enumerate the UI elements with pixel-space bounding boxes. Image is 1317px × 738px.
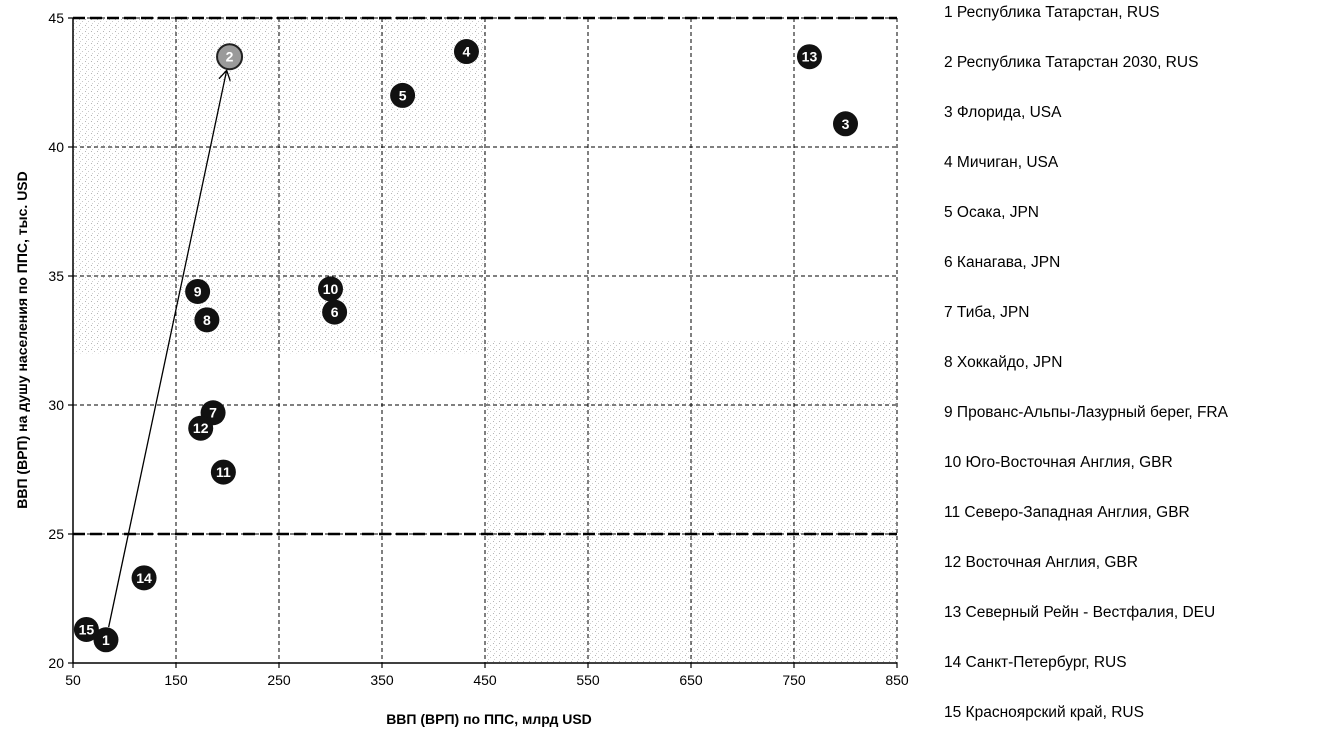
point-13: 13 (796, 44, 822, 70)
y-tick-label-4: 40 (48, 139, 64, 155)
legend-item-3: 3 Флорида, USA (944, 104, 1062, 121)
legend-item-2: 2 Республика Татарстан 2030, RUS (944, 54, 1199, 71)
point-10: 10 (318, 276, 343, 302)
point-label-4: 4 (463, 44, 471, 60)
point-8: 8 (194, 307, 220, 333)
x-axis-title: ВВП (ВРП) по ППС, млрд USD (386, 711, 592, 727)
point-3: 3 (833, 111, 858, 137)
legend-item-9: 9 Прованс-Альпы-Лазурный берег, FRA (944, 404, 1228, 421)
y-tick-label-1: 25 (48, 526, 64, 542)
point-label-5: 5 (399, 87, 407, 103)
point-1: 1 (93, 627, 119, 653)
point-4: 4 (453, 39, 479, 65)
point-marker-4 (453, 39, 479, 65)
axes (68, 17, 898, 668)
legend-item-5: 5 Осака, JPN (944, 204, 1039, 221)
point-label-12: 12 (193, 420, 209, 436)
point-marker-11 (210, 459, 236, 485)
stipple-upper-left (73, 18, 485, 354)
x-tick-label-0: 50 (65, 672, 81, 688)
y-axis-title: ВВП (ВРП) на душу населения по ППС, тыс.… (14, 171, 30, 509)
point-label-13: 13 (802, 49, 818, 65)
point-label-10: 10 (323, 281, 339, 297)
y-tick-label-2: 30 (48, 397, 64, 413)
legend-item-8: 8 Хоккайдо, JPN (944, 354, 1063, 371)
point-9: 9 (185, 278, 211, 304)
point-label-2: 2 (226, 49, 234, 65)
point-marker-6 (322, 299, 348, 325)
point-5: 5 (390, 82, 416, 108)
legend: 1 Республика Татарстан, RUS 2 Республика … (944, 0, 1314, 738)
legend-item-12: 12 Восточная Англия, GBR (944, 554, 1138, 571)
legend-item-1: 1 Республика Татарстан, RUS (944, 4, 1160, 21)
point-marker-1 (93, 627, 119, 653)
point-marker-5 (390, 82, 416, 108)
point-marker-13 (796, 44, 822, 70)
point-marker-12 (188, 415, 214, 441)
x-tick-label-8: 850 (885, 672, 909, 688)
x-tick-label-3: 350 (370, 672, 394, 688)
x-tick-label-2: 250 (267, 672, 291, 688)
point-label-1: 1 (102, 632, 110, 648)
point-label-11: 11 (216, 464, 231, 480)
arrow (108, 70, 227, 628)
point-label-15: 15 (79, 621, 95, 637)
point-marker-14 (131, 565, 157, 591)
y-tick-label-0: 20 (48, 655, 64, 671)
point-15: 15 (73, 616, 99, 642)
legend-item-4: 4 Мичиган, USA (944, 154, 1059, 171)
point-12: 12 (188, 415, 214, 441)
x-tick-label-1: 150 (164, 672, 188, 688)
legend-item-15: 15 Красноярский край, RUS (944, 704, 1144, 721)
x-tick-label-6: 650 (679, 672, 703, 688)
y-tick-label-5: 45 (48, 10, 64, 26)
x-tick-label-4: 450 (473, 672, 497, 688)
point-marker-8 (194, 307, 220, 333)
point-label-9: 9 (194, 283, 202, 299)
point-label-8: 8 (203, 312, 211, 328)
x-tick-label-7: 750 (782, 672, 806, 688)
x-tick-label-5: 550 (576, 672, 600, 688)
point-marker-2 (216, 43, 244, 71)
arrow-line (108, 70, 227, 628)
point-11: 11 (210, 459, 236, 485)
legend-item-6: 6 Канагава, JPN (944, 254, 1061, 271)
point-label-6: 6 (331, 304, 339, 320)
point-marker-3 (833, 111, 858, 137)
point-marker-10 (318, 276, 343, 302)
point-label-3: 3 (842, 116, 850, 132)
y-tick-label-3: 35 (48, 268, 64, 284)
point-marker-15 (73, 616, 99, 642)
point-6: 6 (322, 299, 348, 325)
legend-item-13: 13 Северный Рейн - Вестфалия, DEU (944, 604, 1216, 621)
point-2: 2 (216, 43, 244, 71)
legend-item-7: 7 Тиба, JPN (944, 304, 1030, 321)
legend-item-10: 10 Юго-Восточная Англия, GBR (944, 454, 1173, 471)
point-marker-9 (185, 278, 211, 304)
point-14: 14 (131, 565, 157, 591)
threshold-lines (73, 16, 897, 536)
legend-item-11: 11 Северо-Западная Англия, GBR (944, 504, 1190, 521)
point-label-14: 14 (136, 570, 152, 586)
point-label-7: 7 (209, 405, 217, 421)
legend-item-14: 14 Санкт-Петербург, RUS (944, 654, 1127, 671)
